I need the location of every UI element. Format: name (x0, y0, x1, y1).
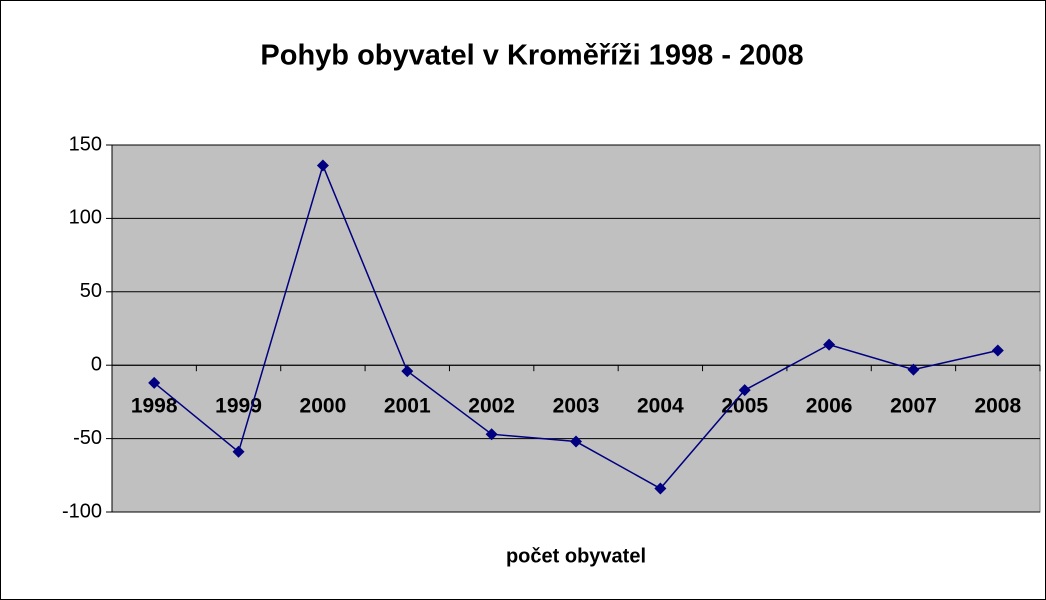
data-point (991, 344, 1004, 357)
x-tick-label: 2001 (384, 395, 431, 418)
data-point (654, 482, 667, 495)
plot-area (111, 144, 1041, 513)
x-tick-label: 1998 (131, 395, 178, 418)
x-tick-label: 2004 (637, 395, 684, 418)
x-tick-label: 2005 (721, 395, 768, 418)
data-point (316, 159, 329, 172)
x-axis-title: počet obyvatel (506, 545, 646, 567)
y-tick-label: 100 (69, 207, 102, 229)
data-point (823, 338, 836, 351)
data-point (148, 376, 161, 389)
y-tick-label: 150 (69, 133, 102, 155)
x-tick-label: 2000 (300, 395, 347, 418)
data-point (570, 435, 582, 448)
data-point (738, 384, 751, 397)
y-tick-label: -100 (62, 500, 102, 522)
data-point (232, 445, 245, 458)
chart-title: Pohyb obyvatel v Kroměříži 1998 - 2008 (260, 40, 803, 72)
data-point (907, 363, 920, 376)
x-tick-label: 2007 (890, 395, 937, 418)
data-point (401, 365, 414, 378)
y-tick-label: -50 (73, 427, 102, 449)
x-tick-label: 2008 (974, 395, 1021, 418)
x-tick-label: 2006 (806, 395, 853, 418)
y-tick-label: 50 (80, 280, 102, 302)
x-tick-label: 2003 (553, 395, 600, 418)
data-point (485, 428, 498, 441)
x-tick-label: 2002 (468, 395, 515, 418)
y-tick-label: 0 (91, 353, 102, 375)
